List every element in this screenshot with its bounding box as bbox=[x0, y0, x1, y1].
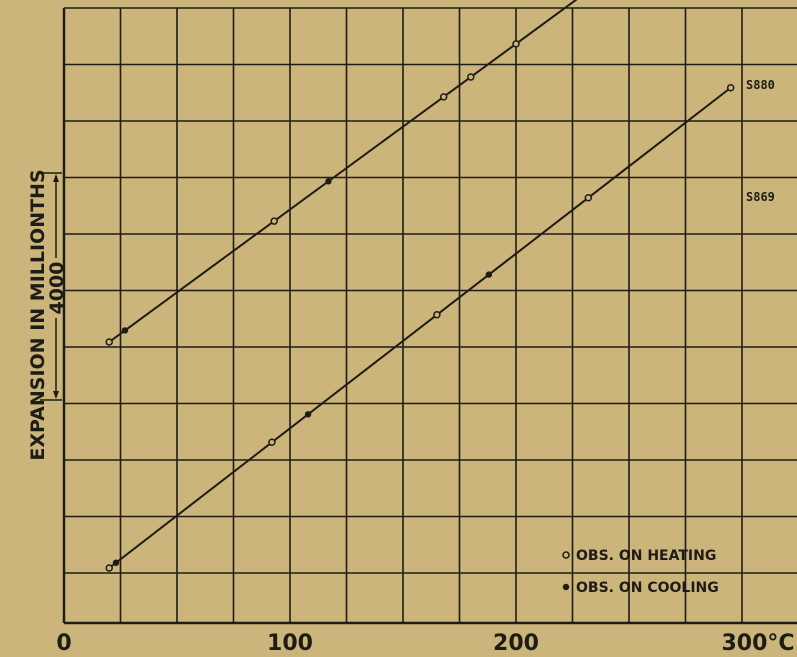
grid bbox=[62, 7, 797, 625]
series-lines bbox=[108, 0, 732, 569]
heating-point-s880 bbox=[270, 217, 278, 225]
heating-point-s869 bbox=[105, 564, 113, 572]
legend-cooling-label: OBS. ON COOLING bbox=[576, 580, 719, 596]
scale-bar-label: 4000 bbox=[46, 262, 68, 315]
heating-point-s869 bbox=[726, 84, 735, 92]
cooling-point-s869 bbox=[304, 411, 312, 418]
data-points bbox=[105, 40, 735, 572]
cooling-point-s880 bbox=[121, 327, 129, 334]
series-line-s869 bbox=[108, 86, 732, 569]
x-tick-label-0: 0 bbox=[56, 631, 71, 656]
x-tick-label-300: 300°C bbox=[721, 631, 794, 656]
x-tick-label-100: 100 bbox=[267, 631, 313, 656]
series-line-s880 bbox=[108, 0, 578, 343]
legend-heating-label: OBS. ON HEATING bbox=[576, 548, 716, 564]
heating-point-s869 bbox=[268, 438, 276, 447]
series-label-s869: S869 bbox=[746, 190, 775, 204]
heating-point-s880 bbox=[105, 338, 113, 346]
heating-point-s880 bbox=[467, 73, 475, 81]
x-tick-label-200: 200 bbox=[493, 631, 539, 656]
heating-point-s880 bbox=[512, 40, 520, 48]
cooling-point-s880 bbox=[325, 178, 332, 185]
heating-point-s880 bbox=[439, 93, 448, 101]
heating-point-s869 bbox=[433, 311, 441, 319]
legend: OBS. ON HEATING OBS. ON COOLING bbox=[562, 548, 719, 596]
cooling-point-s869 bbox=[485, 271, 493, 278]
heating-point-s869 bbox=[584, 194, 593, 202]
legend-heating-marker bbox=[562, 551, 570, 559]
series-label-s880: S880 bbox=[746, 78, 775, 92]
cooling-point-s869 bbox=[112, 559, 120, 566]
scale-bar: 4000 bbox=[40, 172, 68, 401]
legend-cooling-marker bbox=[562, 583, 570, 591]
y-axis-label: EXPANSION IN MILLIONTHS bbox=[27, 169, 49, 460]
